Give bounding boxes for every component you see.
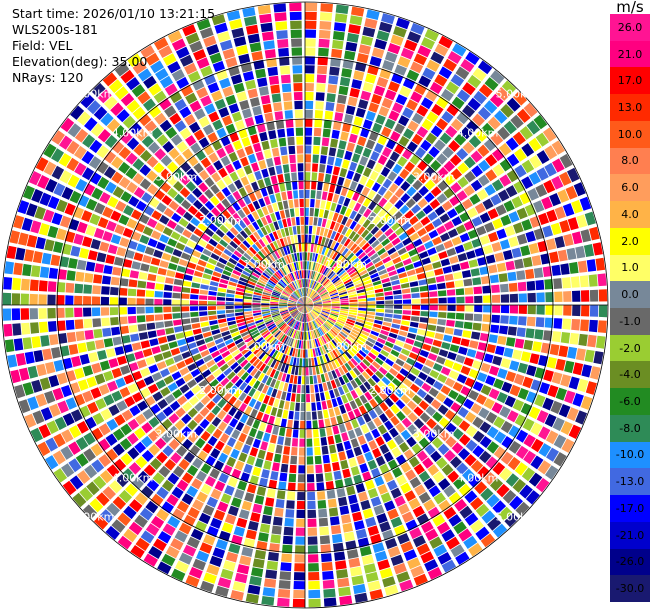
colorbar-tick-label: 13.0 — [617, 101, 643, 115]
range-label: 5.00km — [73, 88, 115, 101]
field-text: Field: VEL — [12, 38, 73, 53]
range-label: 1.00km — [243, 340, 285, 353]
colorbar-tick-label: -10.0 — [615, 448, 645, 462]
colorbar-unit: m/s — [616, 0, 644, 16]
range-label: 2.00km — [199, 384, 241, 397]
range-label: 3.00km — [413, 428, 455, 441]
range-label: 3.00km — [413, 170, 455, 183]
colorbar-segment: 17.0 — [610, 67, 650, 95]
range-label: 1.00km — [325, 258, 367, 271]
elevation-text: Elevation(deg): 35.00 — [12, 54, 148, 69]
colorbar-tick-label: 26.0 — [617, 20, 643, 34]
range-label: 2.00km — [369, 384, 411, 397]
colorbar-segment: -17.0 — [610, 495, 650, 522]
start-time-text: Start time: 2026/01/10 13:21:15 — [12, 6, 216, 21]
colorbar-tick-label: -4.0 — [619, 368, 641, 382]
instrument-name: WLS200s-181 — [12, 22, 98, 37]
colorbar-tick-label: -13.0 — [615, 475, 645, 489]
colorbar-tick-label: -8.0 — [619, 421, 641, 435]
colorbar-segment: 0.0 — [610, 281, 650, 308]
range-label: 3.00km — [156, 428, 198, 441]
colorbar-tick-label: -2.0 — [619, 341, 641, 355]
range-label: 4.00km — [457, 472, 499, 485]
range-label: 2.00km — [199, 214, 241, 227]
colorbar-segment: 8.0 — [610, 147, 650, 175]
range-label: 5.00km — [496, 510, 538, 523]
colorbar-tick-label: -30.0 — [615, 582, 645, 596]
range-label: 5.00km — [496, 88, 538, 101]
colorbar-tick-label: 8.0 — [621, 154, 639, 168]
colorbar-tick-label: -1.0 — [619, 314, 641, 328]
colorbar-tick-label: -21.0 — [615, 528, 645, 542]
colorbar-segment: -2.0 — [610, 334, 650, 362]
range-label: 3.00km — [156, 170, 198, 183]
colorbar-tick-label: -26.0 — [615, 555, 645, 569]
colorbar-segment: -21.0 — [610, 521, 650, 549]
range-label: 4.00km — [112, 127, 154, 140]
colorbar-tick-label: 0.0 — [621, 288, 639, 302]
range-label: 4.00km — [457, 127, 499, 140]
colorbar-segment: -30.0 — [610, 575, 650, 602]
velocity-field — [2, 2, 608, 608]
range-label: 1.00km — [243, 258, 285, 271]
colorbar-segment: -26.0 — [610, 548, 650, 576]
scan-info: Start time: 2026/01/10 13:21:15 WLS200s-… — [12, 6, 215, 86]
colorbar-segment: 26.0 — [610, 14, 650, 41]
colorbar-segment: -13.0 — [610, 468, 650, 496]
colorbar-segment: 6.0 — [610, 174, 650, 202]
colorbar-tick-label: 17.0 — [617, 74, 643, 88]
colorbar-segment: 2.0 — [610, 227, 650, 255]
colorbar-segment: 10.0 — [610, 120, 650, 148]
colorbar-segment: -6.0 — [610, 388, 650, 415]
colorbar-segment: 4.0 — [610, 201, 650, 228]
colorbar-tick-label: 2.0 — [621, 234, 639, 248]
colorbar-segment: -10.0 — [610, 441, 650, 469]
colorbar-tick-label: 4.0 — [621, 207, 639, 221]
colorbar-segment: -1.0 — [610, 308, 650, 335]
nrays-text: NRays: 120 — [12, 70, 84, 85]
colorbar-tick-label: 1.0 — [621, 261, 639, 275]
range-label: 4.00km — [112, 472, 154, 485]
colorbar-segment: -4.0 — [610, 361, 650, 389]
range-label: 1.00km — [325, 340, 367, 353]
range-label: 5.00km — [73, 510, 115, 523]
colorbar-segment: 1.0 — [610, 254, 650, 282]
radar-ppi-plot: 1.00km 1.00km 1.00km 1.00km 2.00km 2.00km 2.00… — [1, 1, 609, 609]
colorbar: 26.0 21.0 17.0 13.0 10.0 8.0 6.0 4.0 2.0 1.0 0.0 -1… — [610, 14, 650, 602]
colorbar-segment: 21.0 — [610, 40, 650, 68]
colorbar-segment: 13.0 — [610, 94, 650, 121]
colorbar-tick-label: 10.0 — [617, 127, 643, 141]
range-label: 2.00km — [369, 214, 411, 227]
colorbar-tick-label: 6.0 — [621, 181, 639, 195]
colorbar-tick-label: -6.0 — [619, 395, 641, 409]
colorbar-tick-label: 21.0 — [617, 47, 643, 61]
colorbar-segment: -8.0 — [610, 414, 650, 442]
colorbar-tick-label: -17.0 — [615, 501, 645, 515]
